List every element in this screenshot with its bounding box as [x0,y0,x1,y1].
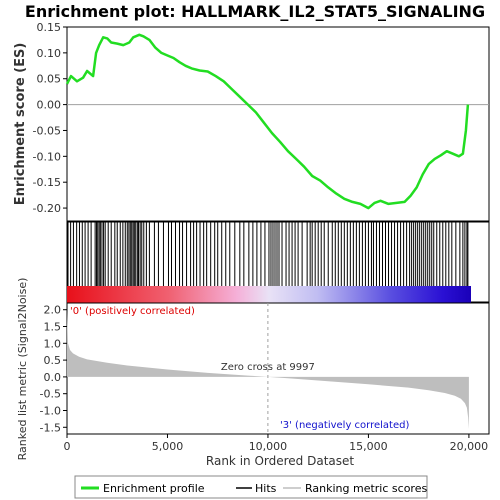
es-panel: 0.15 0.10 0.05 0.00 -0.05 -0.10 -0.15 -0.20 Enr… [13,21,490,222]
x-tick-label: 0 [64,440,71,453]
x-axis-label: Rank in Ordered Dataset [206,454,354,468]
chart-title: Enrichment plot: HALLMARK_IL2_STAT5_SIGN… [25,2,485,21]
metric-y-axis: 2.0 1.5 1.0 0.5 0.0 -0.5 -1.0 -1.5 [40,304,67,434]
x-tick-label: 20,000 [450,440,489,453]
hit-markers [67,222,469,286]
metric-panel: 2.0 1.5 1.0 0.5 0.0 -0.5 -1.0 -1.5 Zero cross a… [16,278,490,461]
zero-cross-label: Zero cross at 9997 [221,362,315,373]
es-y-tick-label: -0.10 [33,150,61,163]
metric-y-tick-label: 1.5 [44,321,62,334]
es-panel-frame [66,26,490,222]
rank-color-bar [67,286,471,303]
x-axis: 0 5,000 10,000 15,000 20,000 [64,434,489,453]
metric-y-tick-label: -1.0 [40,404,61,417]
x-tick-label: 10,000 [249,440,288,453]
es-y-tick-label: 0.10 [37,47,62,60]
legend-ranking-metric-label: Ranking metric scores [305,482,427,495]
metric-y-axis-label: Ranked list metric (Signal2Noise) [16,278,29,461]
es-y-tick-label: -0.20 [33,202,61,215]
metric-y-tick-label: 0.5 [44,354,62,367]
x-tick-label: 15,000 [349,440,388,453]
es-y-tick-label: -0.15 [33,176,61,189]
es-y-axis: 0.15 0.10 0.05 0.00 -0.05 -0.10 -0.15 -0.20 [33,21,67,215]
ranking-metric-area [67,311,469,429]
hits-panel [66,221,490,303]
enrichment-profile-line [65,33,470,210]
metric-y-tick-label: 2.0 [44,304,62,317]
es-y-tick-label: 0.05 [37,73,62,86]
legend-hits-label: Hits [255,482,277,495]
metric-y-tick-label: 1.0 [44,337,62,350]
es-y-tick-label: -0.05 [33,124,61,137]
legend-enrichment-profile-label: Enrichment profile [103,482,205,495]
legend-frame [74,475,428,499]
es-y-tick-label: 0.15 [37,21,62,34]
negative-correlation-label: '3' (negatively correlated) [280,420,409,431]
legend: Enrichment profile Hits Ranking metric s… [74,475,428,499]
es-y-axis-label: Enrichment score (ES) [13,43,28,206]
metric-y-tick-label: -0.5 [40,388,61,401]
metric-y-tick-label: -1.5 [40,421,61,434]
metric-y-tick-label: 0.0 [44,371,62,384]
es-y-tick-label: 0.00 [37,99,62,112]
x-tick-label: 5,000 [152,440,184,453]
positive-correlation-label: '0' (positively correlated) [70,306,195,317]
